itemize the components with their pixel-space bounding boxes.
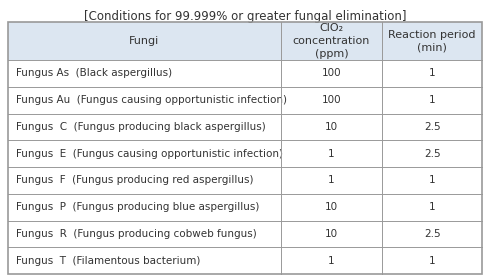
Text: 1: 1	[328, 175, 335, 185]
Text: Fungus As  (Black aspergillus): Fungus As (Black aspergillus)	[16, 68, 172, 78]
Text: 100: 100	[322, 95, 342, 105]
Text: 2.5: 2.5	[424, 122, 441, 132]
Text: 2.5: 2.5	[424, 149, 441, 159]
Text: 1: 1	[328, 256, 335, 266]
Text: Fungus  F  (Fungus producing red aspergillus): Fungus F (Fungus producing red aspergill…	[16, 175, 253, 185]
Text: 1: 1	[429, 68, 436, 78]
Text: 10: 10	[325, 229, 338, 239]
Text: Fungus  C  (Fungus producing black aspergillus): Fungus C (Fungus producing black aspergi…	[16, 122, 266, 132]
Text: 2.5: 2.5	[424, 229, 441, 239]
Text: 1: 1	[429, 175, 436, 185]
Text: 1: 1	[429, 202, 436, 212]
Text: Fungus Au  (Fungus causing opportunistic infection): Fungus Au (Fungus causing opportunistic …	[16, 95, 287, 105]
Text: Fungi: Fungi	[129, 36, 159, 46]
Text: Fungus  E  (Fungus causing opportunistic infection): Fungus E (Fungus causing opportunistic i…	[16, 149, 283, 159]
Text: Fungus  R  (Fungus producing cobweb fungus): Fungus R (Fungus producing cobweb fungus…	[16, 229, 257, 239]
Text: [Conditions for 99.999% or greater fungal elimination]: [Conditions for 99.999% or greater funga…	[84, 10, 406, 23]
Text: 1: 1	[429, 95, 436, 105]
Text: Fungus  T  (Filamentous bacterium): Fungus T (Filamentous bacterium)	[16, 256, 200, 266]
Text: 100: 100	[322, 68, 342, 78]
Text: 10: 10	[325, 202, 338, 212]
Text: ClO₂
concentration
(ppm): ClO₂ concentration (ppm)	[293, 23, 370, 59]
Text: Reaction period
(min): Reaction period (min)	[389, 30, 476, 52]
Text: 1: 1	[328, 149, 335, 159]
Text: 10: 10	[325, 122, 338, 132]
Text: Fungus  P  (Fungus producing blue aspergillus): Fungus P (Fungus producing blue aspergil…	[16, 202, 259, 212]
Bar	[8, 22, 482, 60]
Text: 1: 1	[429, 256, 436, 266]
